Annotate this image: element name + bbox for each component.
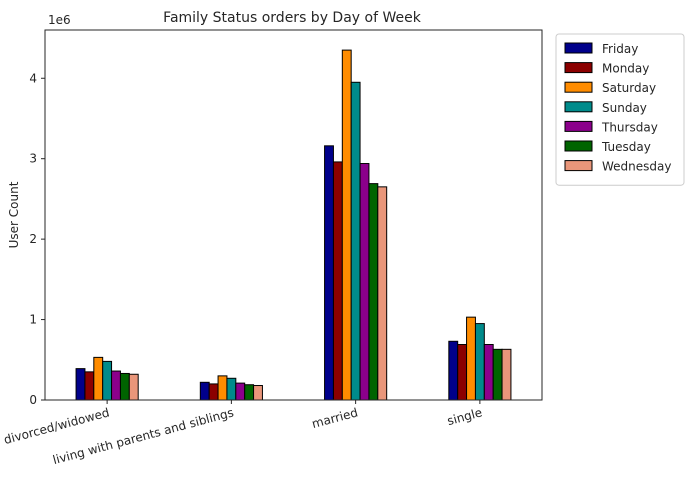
bar-sunday xyxy=(226,377,237,401)
legend-label: Sunday xyxy=(602,101,647,115)
bar-wednesday xyxy=(377,186,388,401)
bar-thursday xyxy=(359,163,370,401)
bar-tuesday xyxy=(119,372,130,401)
legend-swatch xyxy=(564,120,593,132)
bar-saturday xyxy=(217,375,228,401)
bar-monday xyxy=(457,344,468,401)
y-tick-label: 2 xyxy=(29,232,37,246)
x-tick-label: single xyxy=(446,405,484,428)
bar-sunday xyxy=(350,81,361,401)
bar-wednesday xyxy=(128,373,139,401)
bar-tuesday xyxy=(368,183,379,401)
legend-label: Monday xyxy=(602,62,649,76)
bar-monday xyxy=(332,161,343,401)
legend-swatch xyxy=(564,42,593,54)
legend-label: Saturday xyxy=(602,81,656,95)
legend-swatch xyxy=(564,160,593,172)
bar-monday xyxy=(84,371,95,401)
legend-label: Friday xyxy=(602,42,638,56)
chart-title: Family Status orders by Day of Week xyxy=(163,10,422,26)
legend-swatch xyxy=(564,62,593,74)
legend-swatch xyxy=(564,101,593,113)
y-axis: 0 1 2 3 4 xyxy=(29,71,45,407)
x-tick-label: divorced/widowed xyxy=(2,405,111,447)
legend-swatch xyxy=(564,140,593,152)
bar-friday xyxy=(75,368,86,401)
bar-saturday xyxy=(93,356,104,401)
bar-tuesday xyxy=(492,348,503,401)
plot-frame xyxy=(44,29,543,401)
bar-thursday xyxy=(111,370,121,401)
y-tick-label: 4 xyxy=(29,71,37,85)
legend-label: Thursday xyxy=(601,120,658,134)
y-tick-label: 3 xyxy=(29,152,37,166)
y-axis-scale-label: 1e6 xyxy=(48,13,71,27)
legend-label: Tuesday xyxy=(601,140,651,154)
y-tick-label: 1 xyxy=(29,313,37,327)
legend-label: Wednesday xyxy=(602,160,671,174)
y-axis-label: User Count xyxy=(7,181,21,248)
bar-tuesday xyxy=(244,384,255,401)
legend: Friday Monday Saturday Sunday Thursday Tuesda… xyxy=(555,33,685,186)
bar-thursday xyxy=(235,382,246,401)
bar-monday xyxy=(208,383,219,401)
bar-thursday xyxy=(483,344,494,401)
bar-wednesday xyxy=(253,385,263,401)
y-tick-label: 0 xyxy=(29,393,37,407)
bar-wednesday xyxy=(501,348,512,401)
bar-sunday xyxy=(474,323,485,401)
bar-sunday xyxy=(102,360,113,401)
bar-friday xyxy=(448,340,459,401)
bar-friday xyxy=(324,145,334,401)
bar-saturday xyxy=(341,49,352,401)
bars-group xyxy=(75,49,512,401)
bar-friday xyxy=(199,381,210,401)
legend-swatch xyxy=(564,81,593,93)
bar-saturday xyxy=(466,316,476,401)
x-tick-label: married xyxy=(310,405,359,431)
